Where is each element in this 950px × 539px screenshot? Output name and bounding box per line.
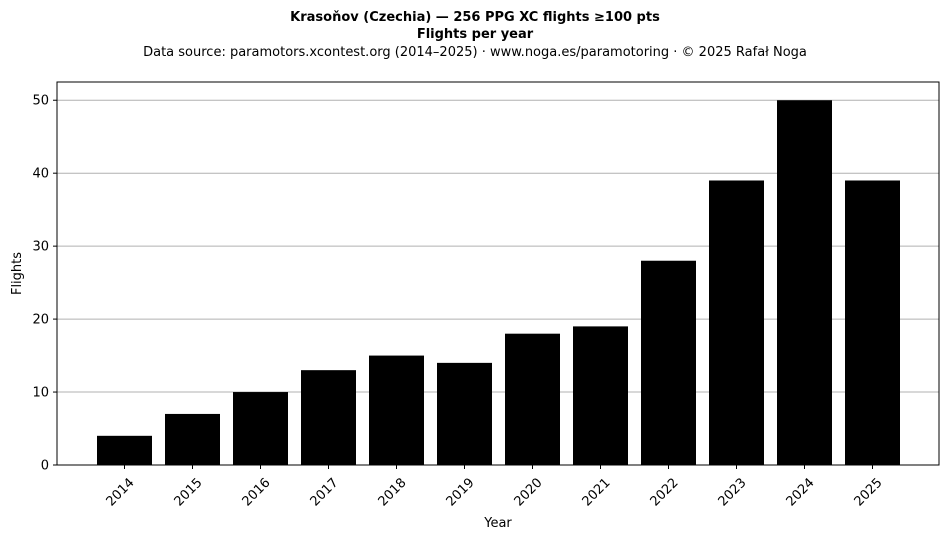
x-tick-label-2024: 2024 (784, 475, 818, 509)
bar-2024 (777, 100, 832, 465)
x-tick-label-2022: 2022 (648, 475, 682, 509)
x-tick-label-2021: 2021 (580, 475, 614, 509)
chart-title-line2: Flights per year (417, 27, 534, 42)
plot-frame (56, 81, 940, 466)
x-tick-label-2023: 2023 (716, 475, 750, 509)
x-tick-label-2015: 2015 (172, 475, 206, 509)
x-tick-label-2018: 2018 (376, 475, 410, 509)
y-axis-ticks: 0 10 20 30 40 50 (32, 94, 57, 474)
x-tick-label-2020: 2020 (512, 475, 546, 509)
bar-2018 (369, 355, 424, 465)
bar-2025 (845, 180, 900, 465)
bar-2021 (573, 326, 628, 465)
bar-2023 (709, 180, 764, 465)
bar-2019 (437, 362, 492, 465)
y-tick-label: 50 (32, 94, 49, 109)
x-tick-label-2019: 2019 (444, 475, 478, 509)
y-tick-label: 20 (32, 313, 49, 328)
bar-2017 (301, 370, 356, 465)
x-axis-ticks: 2014 2015 2016 2017 2018 2019 2020 2021 2022 2023… (104, 465, 886, 509)
y-tick-label: 0 (41, 459, 49, 474)
chart-subtitle: Data source: paramotors.xcontest.org (20… (143, 45, 807, 60)
y-tick-label: 30 (32, 240, 49, 255)
y-tick-label: 40 (32, 167, 49, 182)
bar-2016 (233, 392, 288, 465)
x-tick-label-2017: 2017 (308, 475, 342, 509)
bar-2020 (505, 333, 560, 465)
chart-title-line1: Krasoňov (Czechia) — 256 PPG XC flights … (290, 10, 660, 25)
x-tick-label-2025: 2025 (852, 475, 886, 509)
y-axis-label: Flights (10, 252, 25, 295)
bar-2022 (641, 260, 696, 465)
x-tick-label-2016: 2016 (240, 475, 274, 509)
x-axis-label: Year (483, 516, 512, 531)
bar-2015 (165, 413, 220, 465)
y-tick-label: 10 (32, 386, 49, 401)
bar-2014 (97, 435, 152, 465)
bars (97, 100, 900, 465)
x-tick-label-2014: 2014 (104, 475, 138, 509)
